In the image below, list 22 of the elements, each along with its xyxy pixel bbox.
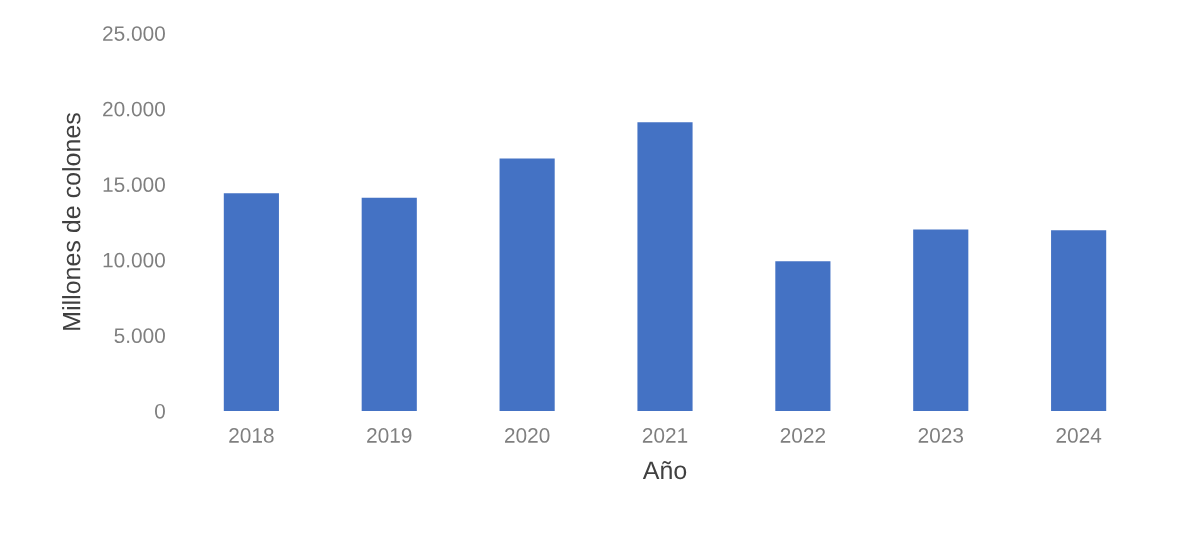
x-axis-title: Año [642, 461, 687, 480]
y-tick-label: 20.000 [103, 101, 165, 117]
y-tick-label: 5.000 [114, 328, 165, 344]
x-tick-label: 2022 [780, 428, 826, 443]
x-tick-label: 2024 [1056, 428, 1102, 443]
bar [223, 193, 279, 411]
y-axis-title: Millones de colones [62, 113, 81, 330]
x-tick-label: 2020 [505, 428, 550, 443]
x-tick-label: 2023 [918, 428, 964, 443]
y-tick-label: 10.000 [103, 252, 165, 268]
bar [637, 122, 693, 411]
bar [499, 158, 555, 411]
x-tick-label: 2019 [367, 428, 412, 443]
x-tick-label: 2021 [642, 428, 688, 443]
bar [775, 261, 831, 411]
y-tick-label: 25.000 [103, 26, 165, 41]
x-tick-label: 2018 [229, 428, 274, 443]
bar [361, 197, 417, 411]
bar [1051, 230, 1107, 411]
y-tick-label: 15.000 [103, 177, 165, 193]
y-tick-label: 0 [155, 403, 165, 419]
bar [913, 229, 969, 411]
